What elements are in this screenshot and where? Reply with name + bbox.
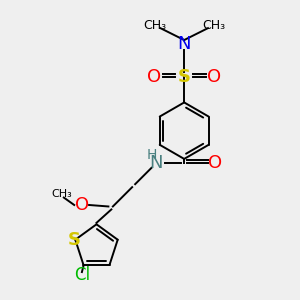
Text: CH₃: CH₃ <box>51 189 72 199</box>
Text: O: O <box>207 68 221 86</box>
Text: CH₃: CH₃ <box>202 19 226 32</box>
Text: CH₃: CH₃ <box>143 19 166 32</box>
Text: N: N <box>149 154 163 172</box>
Text: N: N <box>177 35 191 53</box>
Text: H: H <box>147 148 158 162</box>
Text: S: S <box>178 68 191 86</box>
Text: O: O <box>208 154 223 172</box>
Text: Cl: Cl <box>74 266 90 284</box>
Text: O: O <box>147 68 161 86</box>
Text: O: O <box>75 196 89 214</box>
Text: S: S <box>67 231 80 249</box>
